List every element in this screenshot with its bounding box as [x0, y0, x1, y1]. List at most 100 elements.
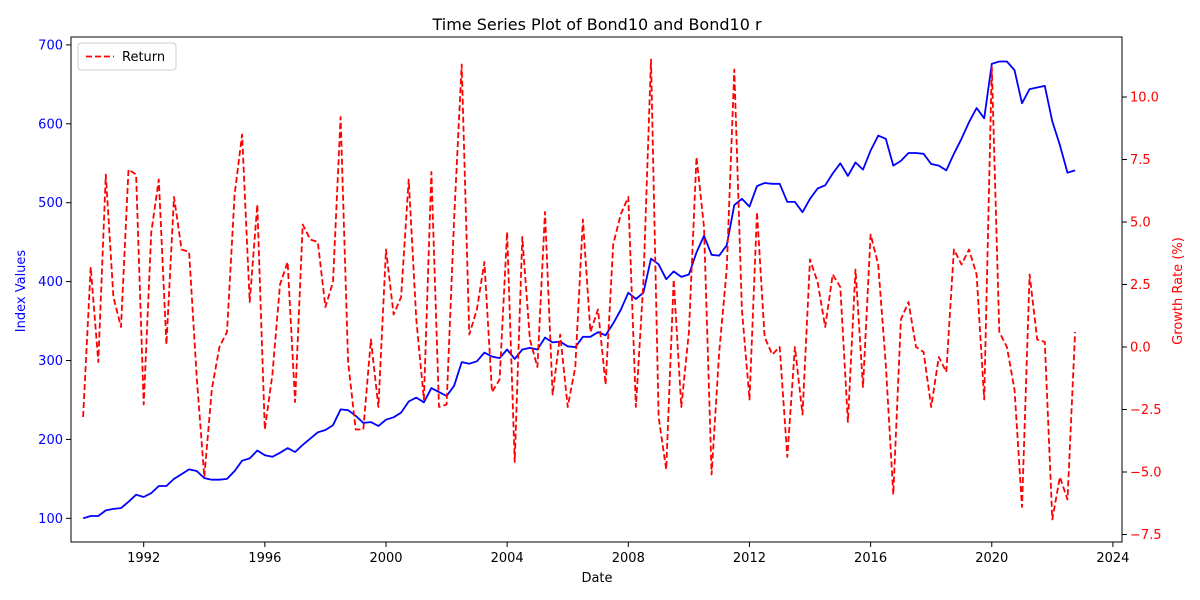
return-point [741, 308, 743, 310]
index-point [180, 473, 182, 475]
index-point [506, 348, 508, 350]
index-point [165, 485, 167, 487]
legend: Return [77, 42, 177, 71]
return-point [264, 428, 266, 430]
index-point [1066, 172, 1068, 174]
return-point [710, 473, 712, 475]
return-point [885, 363, 887, 365]
return-point [1006, 346, 1008, 348]
index-point [302, 444, 304, 446]
index-point [521, 348, 523, 350]
return-point [536, 366, 538, 368]
index-point [158, 485, 160, 487]
return-point [832, 273, 834, 275]
return-point [567, 406, 569, 408]
plot-frame [70, 36, 1123, 543]
return-point [756, 211, 758, 213]
return-point [150, 231, 152, 233]
return-point [968, 248, 970, 250]
y-right-tick-label: −5.0 [1130, 466, 1162, 481]
return-point [733, 68, 735, 70]
return-point [1059, 476, 1061, 478]
index-point [991, 63, 993, 65]
index-point [1044, 85, 1046, 87]
index-point [869, 149, 871, 151]
index-point [279, 452, 281, 454]
index-point [105, 509, 107, 511]
return-point [180, 248, 182, 250]
return-point [847, 421, 849, 423]
y-axis-left-label: Index Values [14, 250, 29, 333]
return-point [930, 406, 932, 408]
return-point [332, 281, 334, 283]
index-point [794, 201, 796, 203]
return-point [695, 156, 697, 158]
return-point [915, 346, 917, 348]
return-point [317, 241, 319, 243]
return-point [377, 406, 379, 408]
return-point [1028, 273, 1030, 275]
index-point [1028, 88, 1030, 90]
return-point [718, 351, 720, 353]
index-point [907, 152, 909, 154]
axes: 1992 1996 2000 2004 2008 2012 2016 2020 2024 100 2… [38, 36, 1162, 566]
index-point [832, 172, 834, 174]
return-point [90, 266, 92, 268]
index-point [173, 478, 175, 480]
return-point [112, 296, 114, 298]
index-point [385, 419, 387, 421]
plot-area [82, 58, 1076, 521]
return-point [468, 333, 470, 335]
x-tick-label: 2024 [1096, 551, 1129, 566]
return-point [574, 366, 576, 368]
return-point [355, 428, 357, 430]
index-point [1013, 69, 1015, 71]
return-point [453, 218, 455, 220]
index-point [392, 416, 394, 418]
chart-title: Time Series Plot of Bond10 and Bond10 r [431, 15, 761, 34]
return-point [763, 336, 765, 338]
index-point [748, 205, 750, 207]
index-point [430, 387, 432, 389]
return-point [105, 173, 107, 175]
return-point [173, 196, 175, 198]
index-point [627, 292, 629, 294]
index-point [862, 168, 864, 170]
index-point [953, 153, 955, 155]
return-point [430, 171, 432, 173]
index-point [816, 187, 818, 189]
index-point [877, 134, 879, 136]
return-point [673, 278, 675, 280]
index-point [998, 60, 1000, 62]
index-point [657, 263, 659, 265]
return-point [748, 398, 750, 400]
index-point [945, 169, 947, 171]
return-point [877, 263, 879, 265]
index-point [438, 391, 440, 393]
index-point [324, 429, 326, 431]
index-point [135, 494, 137, 496]
return-point [839, 286, 841, 288]
index-point [256, 449, 258, 451]
return-point [302, 223, 304, 225]
x-tick-label: 1996 [248, 551, 281, 566]
return-point [506, 231, 508, 233]
index-point [453, 385, 455, 387]
return-point [688, 331, 690, 333]
index-point [233, 470, 235, 472]
return-point [483, 261, 485, 263]
y-left-tick-label: 300 [38, 354, 63, 369]
index-point [968, 121, 970, 123]
y-right-tick-label: 5.0 [1130, 216, 1151, 231]
return-point [726, 268, 728, 270]
index-point [127, 501, 129, 503]
return-point [143, 403, 145, 405]
x-tick-label: 2000 [369, 551, 402, 566]
return-point [196, 376, 198, 378]
return-point [498, 378, 500, 380]
index-point [620, 309, 622, 311]
index-point [529, 347, 531, 349]
return-point [657, 416, 659, 418]
y-right-tick-label: −2.5 [1130, 403, 1162, 418]
index-point [915, 152, 917, 154]
